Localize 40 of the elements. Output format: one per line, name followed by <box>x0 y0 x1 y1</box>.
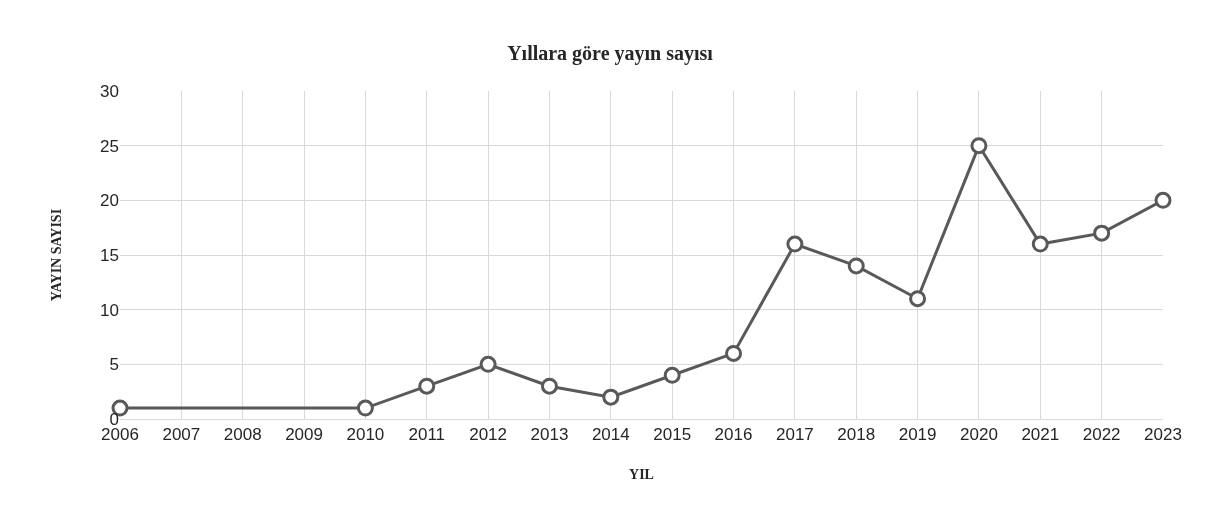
point <box>970 137 988 155</box>
point <box>1031 235 1049 253</box>
x-axis-title: YIL <box>629 466 654 482</box>
x-tick-label: 2022 <box>1082 425 1121 445</box>
x-tick-label: 2018 <box>837 425 876 445</box>
y-tick-label: 30 <box>100 81 119 101</box>
x-tick-label: 2015 <box>653 425 692 445</box>
point <box>847 257 865 275</box>
point <box>602 388 620 406</box>
x-tick-label: 2020 <box>960 425 998 445</box>
point <box>540 377 558 395</box>
x-tick-label: 2021 <box>1021 425 1060 445</box>
x-tick-label: 2013 <box>530 425 569 445</box>
y-axis-title: YAYIN SAYISI <box>48 208 64 302</box>
chart-title: Yıllara göre yayın sayısı <box>507 42 714 66</box>
x-tick-label: 2019 <box>898 425 937 445</box>
point <box>479 355 497 373</box>
y-tick-label: 10 <box>100 300 119 320</box>
point <box>1154 191 1172 209</box>
y-tick-label: 5 <box>109 355 119 375</box>
x-tick-label: 2008 <box>223 425 262 445</box>
point <box>418 377 436 395</box>
x-tick-label: 2017 <box>775 425 814 445</box>
point <box>1093 224 1111 242</box>
point <box>909 290 927 308</box>
x-tick-label: 2014 <box>591 425 630 445</box>
point <box>725 344 743 362</box>
y-tick-label: 20 <box>100 191 119 211</box>
x-tick-label: 2010 <box>346 425 385 445</box>
x-tick-label: 2016 <box>714 425 753 445</box>
y-tick-label: 15 <box>100 245 119 265</box>
x-tick-label: 2011 <box>408 425 446 445</box>
point <box>663 366 681 384</box>
x-tick-label: 2012 <box>469 425 508 445</box>
x-tick-label: 2007 <box>162 425 201 445</box>
x-tick-label: 2023 <box>1144 425 1182 445</box>
point <box>356 399 374 417</box>
point <box>786 235 804 253</box>
y-tick-label: 25 <box>100 136 119 156</box>
x-tick-label: 2009 <box>285 425 323 445</box>
